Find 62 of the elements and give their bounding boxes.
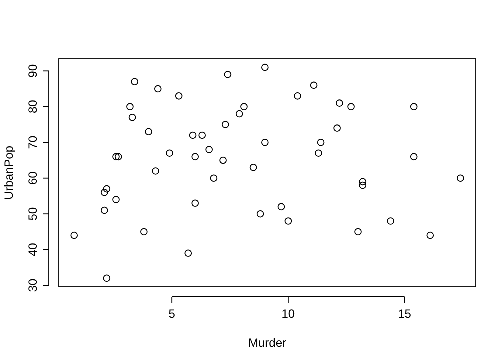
point [145,128,152,136]
y-tick-label: 90 [26,64,40,78]
point [184,250,192,258]
point [426,232,434,240]
point [456,174,464,182]
point [192,153,200,161]
y-axis-title: UrbanPop [2,146,16,200]
x-tick-label: 10 [282,307,296,321]
point [315,150,322,157]
point [128,114,136,122]
point [387,218,394,225]
point [198,132,206,140]
point [256,210,264,218]
x-tick-label: 5 [168,307,176,321]
x-axis-title: Murder [248,336,287,350]
point [206,146,213,154]
point [359,178,367,186]
point [140,228,148,236]
y-tick-label: 70 [26,136,40,150]
point [410,103,418,111]
point [284,218,292,225]
point [126,103,134,111]
point [210,174,218,182]
point [222,121,230,128]
point [100,189,108,196]
y-tick-label: 40 [26,242,40,257]
point [103,274,111,282]
x-tick-label: 15 [398,307,412,321]
point [175,92,183,100]
point [278,203,286,211]
point [103,185,111,193]
point [310,82,318,90]
point [317,138,325,146]
point [359,182,367,190]
point [152,168,160,175]
point [112,153,120,161]
point [131,78,139,86]
point [70,232,78,240]
point [250,164,258,172]
point [220,156,227,164]
point [336,100,344,107]
point [154,85,162,93]
point [166,150,174,157]
point [348,103,355,111]
point [192,200,200,208]
point [334,124,341,132]
point [114,153,122,161]
y-tick-label: 50 [26,207,40,221]
point [189,132,197,140]
point [224,71,232,78]
y-tick-label: 80 [26,100,40,114]
point [354,228,362,236]
point [262,64,269,72]
point [410,153,418,161]
point [262,138,269,146]
point [112,196,120,204]
point [240,103,248,111]
point [294,92,302,100]
point [100,206,108,214]
point [236,110,244,118]
y-tick-label: 60 [26,171,40,186]
y-tick-label: 30 [26,278,40,292]
